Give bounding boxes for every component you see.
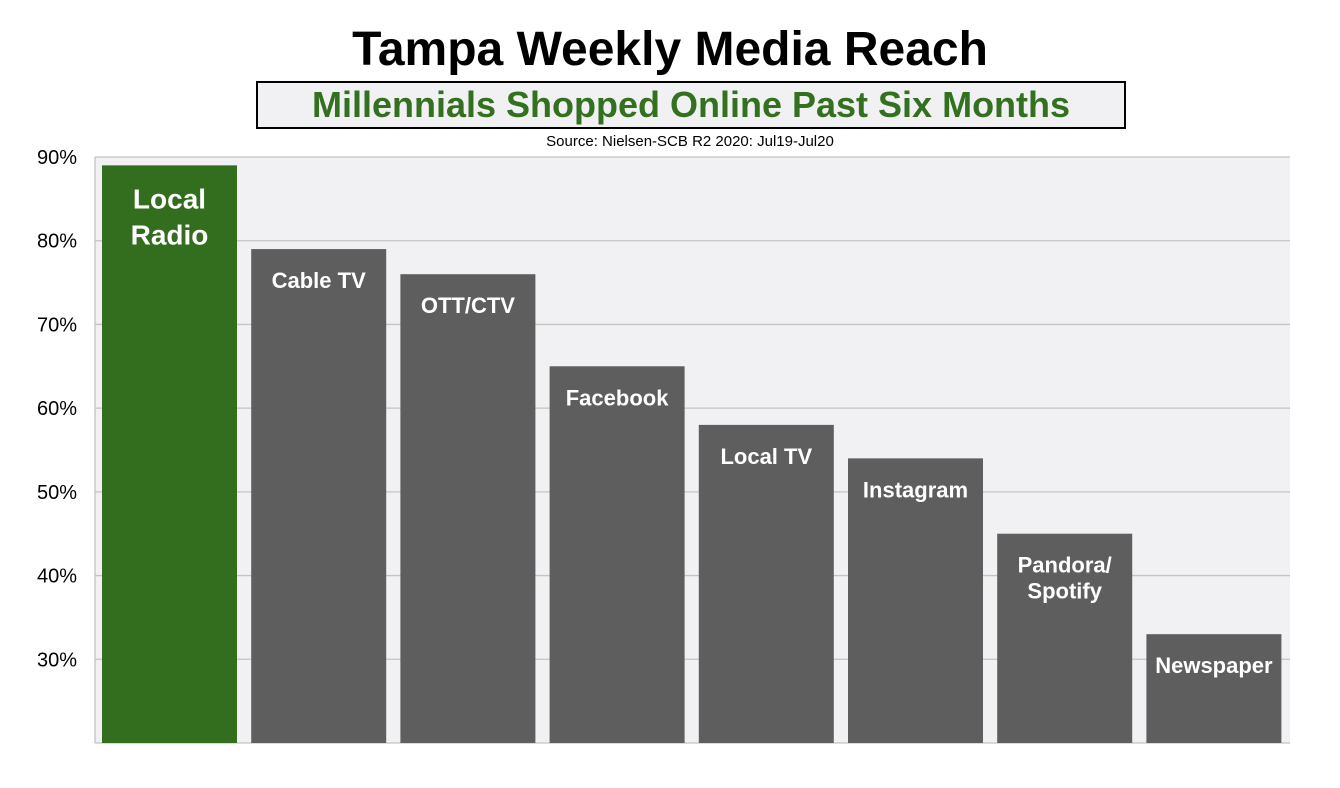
bar [848,458,983,743]
chart-subtitle: Millennials Shopped Online Past Six Mont… [256,81,1126,129]
bar-label: Radio [131,219,209,250]
bar-label: Instagram [863,477,968,502]
bar [997,533,1133,743]
bar [698,424,834,743]
bar-label: Local [133,183,206,214]
y-tick-label: 50% [37,482,77,504]
bar [549,366,685,743]
bar-label: Spotify [1027,579,1102,604]
bar [251,249,387,744]
bar-label: Cable TV [272,268,366,293]
bar [1146,634,1282,743]
bar-label: OTT/CTV [421,293,515,318]
y-tick-label: 70% [37,314,77,336]
chart-title: Tampa Weekly Media Reach [352,23,988,76]
y-tick-label: 90% [37,147,77,169]
bar [400,274,536,743]
bar-label: Newspaper [1155,653,1273,678]
bar [102,165,237,743]
y-tick-label: 80% [37,231,77,253]
bar-label: Facebook [566,385,669,410]
y-tick-label: 40% [37,566,77,588]
y-tick-label: 60% [37,398,77,420]
chart-source: Source: Nielsen-SCB R2 2020: Jul19-Jul20 [546,133,834,150]
bar-label: Pandora/ [1018,553,1112,578]
y-tick-label: 30% [37,649,77,671]
bar-label: Local TV [720,444,812,469]
